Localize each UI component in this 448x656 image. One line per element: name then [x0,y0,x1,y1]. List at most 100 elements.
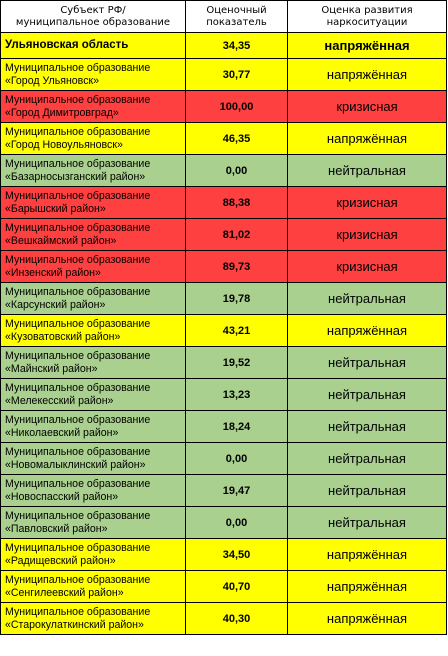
score-cell: 43,21 [185,314,288,347]
subject-name-line2: «Город Димитровград» [5,106,119,119]
subject-name-line1: Муниципальное образование [5,61,151,74]
table-row: Муниципальное образование «Радищевский ра… [0,538,447,571]
subject-name-cell: Муниципальное образование «Барышский райо… [0,186,186,219]
header-subject-line2: муниципальное образование [15,16,171,28]
rating-cell: нейтральная [287,346,447,379]
rating-cell: напряжённая [287,314,447,347]
score-cell: 19,78 [185,282,288,315]
score-cell: 81,02 [185,218,288,251]
rating-cell: напряжённая [287,602,447,635]
table-row: Муниципальное образование «Город Ульяновс… [0,58,447,91]
score-cell: 30,77 [185,58,288,91]
score-cell: 0,00 [185,442,288,475]
subject-name-line1: Муниципальное образование [5,221,151,234]
subject-name-line2: «Сенгилеевский район» [5,586,124,599]
subject-name-cell: Муниципальное образование «Вешкаймский ра… [0,218,186,251]
table-row: Муниципальное образование «Новомалыклинск… [0,442,447,475]
subject-name-cell: Муниципальное образование «Город Ульяновс… [0,58,186,91]
rating-cell: кризисная [287,250,447,283]
subject-name-line2: «Город Новоульяновск» [5,138,123,151]
rating-cell: нейтральная [287,474,447,507]
score-cell: 0,00 [185,506,288,539]
header-subject: Субъект РФ/ муниципальное образование [0,0,186,33]
table-row: Муниципальное образование «Старокулаткинс… [0,602,447,635]
score-cell: 100,00 [185,90,288,123]
score-cell: 19,52 [185,346,288,379]
subject-name-line2: «Карсунский район» [5,298,106,311]
subject-name-line2: «Майнский район» [5,362,98,375]
subject-name-line1: Муниципальное образование [5,413,151,426]
header-rating-line2: наркоситуации [326,16,408,28]
header-score: Оценочный показатель [185,0,288,33]
subject-name-cell: Муниципальное образование «Карсунский рай… [0,282,186,315]
header-rating: Оценка развития наркоситуации [287,0,447,33]
rating-cell: нейтральная [287,506,447,539]
header-score-line2: показатель [206,16,267,28]
subject-name-line1: Муниципальное образование [5,93,151,106]
rating-cell: нейтральная [287,282,447,315]
subject-name-line2: «Мелекесский район» [5,394,114,407]
table-row: Муниципальное образование «Павловский рай… [0,506,447,539]
subject-name-cell: Муниципальное образование «Новомалыклинск… [0,442,186,475]
rating-cell: напряжённая [287,58,447,91]
table-row: Муниципальное образование «Базарносызганс… [0,154,447,187]
table-body: Ульяновская область 34,35 напряжённая Муниц… [0,32,447,635]
subject-name-cell: Муниципальное образование «Инзенский райо… [0,250,186,283]
rating-cell: напряжённая [287,32,447,59]
subject-name-line1: Муниципальное образование [5,605,151,618]
rating-cell: напряжённая [287,122,447,155]
table-row: Муниципальное образование «Сенгилеевский … [0,570,447,603]
subject-name-cell: Муниципальное образование «Кузоватовский … [0,314,186,347]
rating-cell: кризисная [287,90,447,123]
narco-situation-table: Субъект РФ/ муниципальное образование Оц… [0,0,447,635]
subject-name-line1: Муниципальное образование [5,509,151,522]
subject-name-line2: «Кузоватовский район» [5,330,121,343]
subject-name-cell: Муниципальное образование «Город Новоулья… [0,122,186,155]
subject-name-line1: Муниципальное образование [5,573,151,586]
table-row: Муниципальное образование «Кузоватовский … [0,314,447,347]
table-row: Муниципальное образование «Город Димитров… [0,90,447,123]
subject-name-line1: Муниципальное образование [5,189,151,202]
table-header-row: Субъект РФ/ муниципальное образование Оц… [0,0,447,33]
header-subject-line1: Субъект РФ/ [60,4,126,16]
subject-name-cell: Муниципальное образование «Город Димитров… [0,90,186,123]
region-row: Ульяновская область 34,35 напряжённая [0,32,447,59]
table-row: Муниципальное образование «Город Новоулья… [0,122,447,155]
score-cell: 13,23 [185,378,288,411]
table-row: Муниципальное образование «Николаевский р… [0,410,447,443]
subject-name-cell: Муниципальное образование «Базарносызганс… [0,154,186,187]
rating-cell: нейтральная [287,410,447,443]
rating-cell: напряжённая [287,538,447,571]
subject-name-line2: «Николаевский район» [5,426,119,439]
table-row: Муниципальное образование «Карсунский рай… [0,282,447,315]
score-cell: 34,35 [185,32,288,59]
subject-name-line2: «Базарносызганский район» [5,170,146,183]
subject-name-line2: «Вешкаймский район» [5,234,117,247]
table-row: Муниципальное образование «Вешкаймский ра… [0,218,447,251]
score-cell: 19,47 [185,474,288,507]
subject-name-line1: Муниципальное образование [5,157,151,170]
subject-name-line2: «Новоспасский район» [5,490,119,503]
subject-name-line2: «Барышский район» [5,202,106,215]
subject-name-cell: Муниципальное образование «Павловский рай… [0,506,186,539]
rating-cell: кризисная [287,218,447,251]
table-row: Муниципальное образование «Барышский райо… [0,186,447,219]
subject-name-line1: Муниципальное образование [5,125,151,138]
score-cell: 40,30 [185,602,288,635]
subject-name-cell: Муниципальное образование «Сенгилеевский … [0,570,186,603]
subject-name-cell: Муниципальное образование «Николаевский р… [0,410,186,443]
score-cell: 88,38 [185,186,288,219]
score-cell: 18,24 [185,410,288,443]
subject-name-line1: Ульяновская область [5,39,129,51]
subject-name-line2: «Старокулаткинский район» [5,618,144,631]
header-score-line1: Оценочный [206,4,267,16]
table-row: Муниципальное образование «Майнский район… [0,346,447,379]
subject-name-line1: Муниципальное образование [5,541,151,554]
subject-name-line2: «Город Ульяновск» [5,74,100,87]
subject-name-line1: Муниципальное образование [5,285,151,298]
score-cell: 46,35 [185,122,288,155]
table-row: Муниципальное образование «Инзенский райо… [0,250,447,283]
subject-name-line1: Муниципальное образование [5,381,151,394]
rating-cell: кризисная [287,186,447,219]
subject-name-cell: Муниципальное образование «Новоспасский р… [0,474,186,507]
